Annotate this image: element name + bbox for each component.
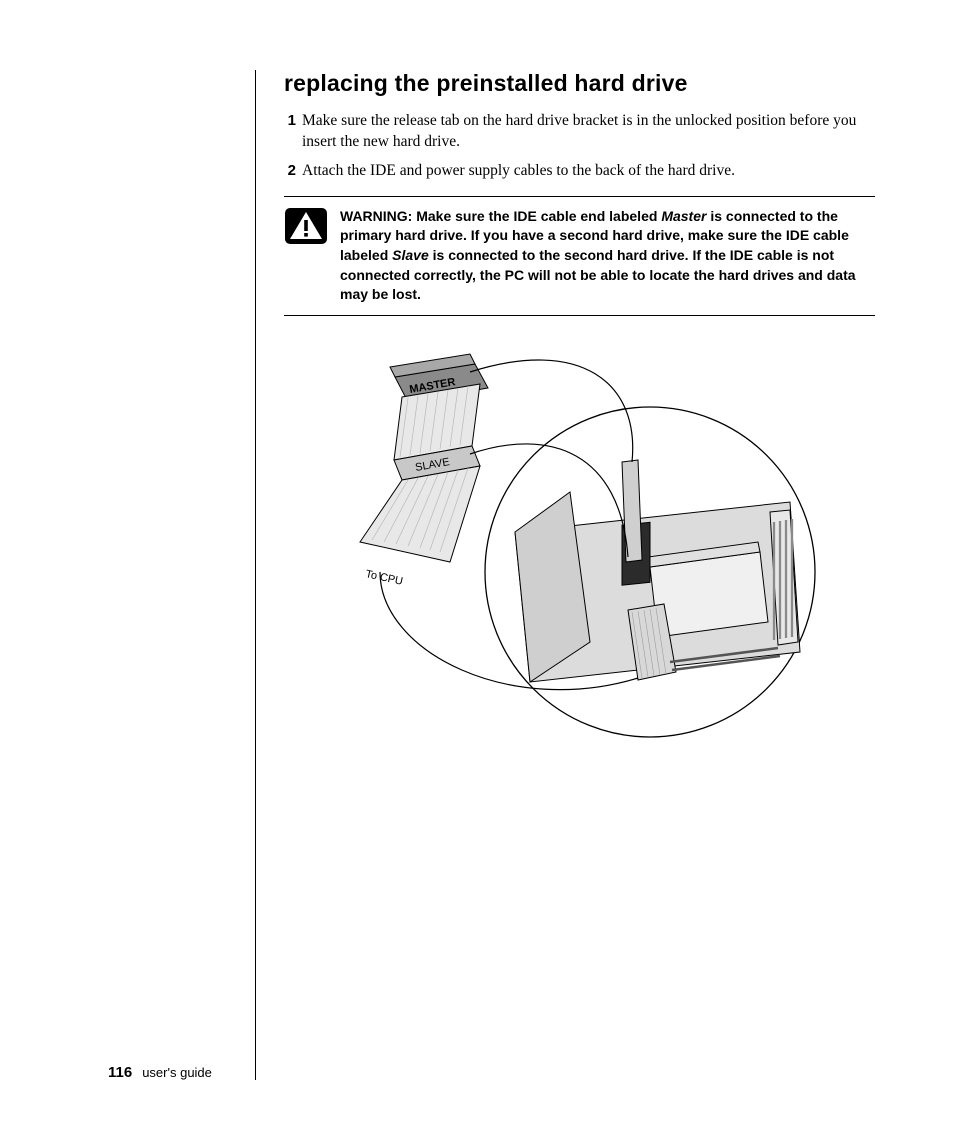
step-row: 2 Attach the IDE and power supply cables… xyxy=(284,161,875,182)
warning-text: WARNING: Make sure the IDE cable end lab… xyxy=(340,207,875,305)
step-text: Attach the IDE and power supply cables t… xyxy=(302,161,735,182)
label-to-cpu: To CPU xyxy=(364,568,404,588)
page-footer: 116 user's guide xyxy=(108,1064,212,1081)
step-row: 1 Make sure the release tab on the hard … xyxy=(284,111,875,153)
warning-em: Slave xyxy=(392,247,429,263)
page-content: replacing the preinstalled hard drive 1 … xyxy=(255,70,875,1080)
illustration: MASTER SLAVE To CPU xyxy=(284,342,875,747)
warning-em: Master xyxy=(661,208,706,224)
step-number: 1 xyxy=(284,111,302,153)
warning-part: WARNING: Make sure the IDE cable end lab… xyxy=(340,208,661,224)
warning-icon xyxy=(284,207,328,245)
footer-label: user's guide xyxy=(142,1065,212,1080)
step-text: Make sure the release tab on the hard dr… xyxy=(302,111,875,153)
page-number: 116 xyxy=(108,1064,132,1081)
warning-callout: WARNING: Make sure the IDE cable end lab… xyxy=(284,196,875,316)
step-number: 2 xyxy=(284,161,302,182)
section-heading: replacing the preinstalled hard drive xyxy=(284,70,875,97)
